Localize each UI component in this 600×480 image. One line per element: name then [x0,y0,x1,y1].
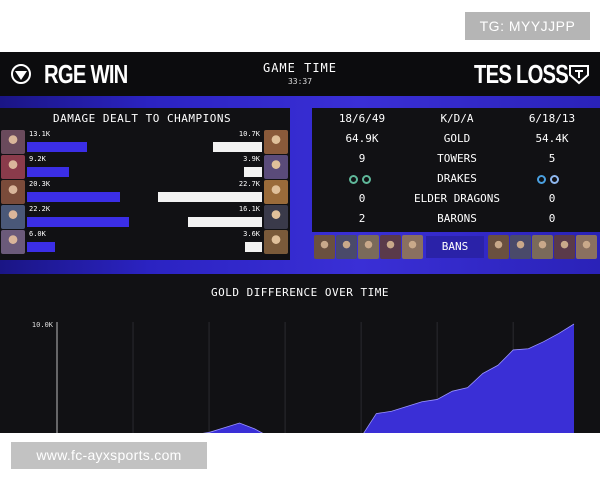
gold-difference-chart: 10.0K1.2K051015202530 [32,321,575,433]
left-champion-portrait-icon [1,230,25,254]
watermark-url: www.fc-ayxsports.com [11,442,207,469]
left-damage-bar [27,242,55,252]
damage-row: 22.2K 16.1K [0,205,290,229]
right-damage-value: 16.1K [238,205,260,213]
tes-logo-icon [569,65,589,85]
y-tick-label: 10.0K [32,321,54,329]
left-damage-value: 9.2K [29,155,46,163]
right-damage-bar [188,217,262,227]
right-champion-portrait-icon [264,205,288,229]
stat-label: BARONS [437,212,477,225]
game-time-label: GAME TIME [262,61,338,75]
stat-label: TOWERS [437,152,477,165]
left-damage-value: 6.0K [29,230,46,238]
right-stat-value: 0 [548,192,556,205]
damage-row: 20.3K 22.7K [0,180,290,204]
right-ban-champion-icon [554,235,575,259]
right-team-result: TES LOSS [474,59,569,89]
right-damage-bar [158,192,262,202]
left-ban-champion-icon [358,235,379,259]
left-stat-value: 0 [358,192,366,205]
right-drake-icon [537,175,546,184]
left-ban-champion-icon [380,235,401,259]
left-drake-icon [349,175,358,184]
left-drake-icon [362,175,371,184]
chart-title: GOLD DIFFERENCE OVER TIME [210,286,390,299]
right-ban-champion-icon [488,235,509,259]
postgame-scoreboard: RGE WIN GAME TIME 33:37 TES LOSS DAMAGE … [0,52,600,433]
right-damage-bar [245,242,262,252]
damage-row: 6.0K 3.6K [0,230,290,254]
right-stat-value: 0 [548,212,556,225]
damage-row: 9.2K 3.9K [0,155,290,179]
right-damage-value: 22.7K [238,180,260,188]
bans-row: BANS [312,234,600,260]
stat-label: ELDER DRAGONS [413,192,501,205]
right-ban-champion-icon [532,235,553,259]
left-damage-bar [27,142,87,152]
watermark-telegram: TG: MYYJJPP [465,12,590,40]
left-ban-champion-icon [402,235,423,259]
gold-difference-line [202,323,575,433]
right-ban-champion-icon [510,235,531,259]
stat-label: DRAKES [437,172,477,185]
left-damage-value: 13.1K [29,130,51,138]
team-stats-panel: 18/6/49 K/D/A 6/18/13 64.9K GOLD 54.4K 9 TOWERS… [312,108,600,232]
right-champion-portrait-icon [264,130,288,154]
left-damage-bar [27,217,129,227]
left-damage-value: 20.3K [29,180,51,188]
right-drake-icon [550,175,559,184]
damage-row: 13.1K 10.7K [0,130,290,154]
bans-label: BANS [426,236,484,258]
left-damage-value: 22.2K [29,205,51,213]
left-stat-value: 18/6/49 [338,112,386,125]
left-ban-champion-icon [336,235,357,259]
right-damage-value: 3.6K [243,230,260,238]
right-stat-value: 5 [548,152,556,165]
right-champion-portrait-icon [264,180,288,204]
right-damage-value: 10.7K [238,130,260,138]
right-damage-bar [213,142,262,152]
stat-label: GOLD [443,132,471,145]
damage-title: DAMAGE DEALT TO CHAMPIONS [53,112,232,125]
rge-logo-icon [11,64,31,84]
right-damage-bar [244,167,262,177]
damage-panel: DAMAGE DEALT TO CHAMPIONS 13.1K 10.7K 9.2K… [0,108,290,260]
left-champion-portrait-icon [1,130,25,154]
gold-chart-panel: GOLD DIFFERENCE OVER TIME 10.0K1.2K05101… [0,274,600,433]
right-ban-champion-icon [576,235,597,259]
right-damage-value: 3.9K [243,155,260,163]
left-champion-portrait-icon [1,155,25,179]
stat-label: K/D/A [440,112,474,125]
left-champion-portrait-icon [1,180,25,204]
game-time-value: 33:37 [287,77,313,86]
rge-lead-area [205,324,574,433]
left-stat-value: 9 [358,152,366,165]
left-ban-champion-icon [314,235,335,259]
left-stat-value: 2 [358,212,366,225]
right-champion-portrait-icon [264,230,288,254]
right-stat-value: 6/18/13 [528,112,576,125]
right-champion-portrait-icon [264,155,288,179]
left-stat-value: 64.9K [345,132,379,145]
left-damage-bar [27,167,69,177]
left-team-result: RGE WIN [44,59,128,89]
right-stat-value: 54.4K [535,132,569,145]
header-bar: RGE WIN GAME TIME 33:37 TES LOSS [0,52,600,96]
left-champion-portrait-icon [1,205,25,229]
left-damage-bar [27,192,120,202]
